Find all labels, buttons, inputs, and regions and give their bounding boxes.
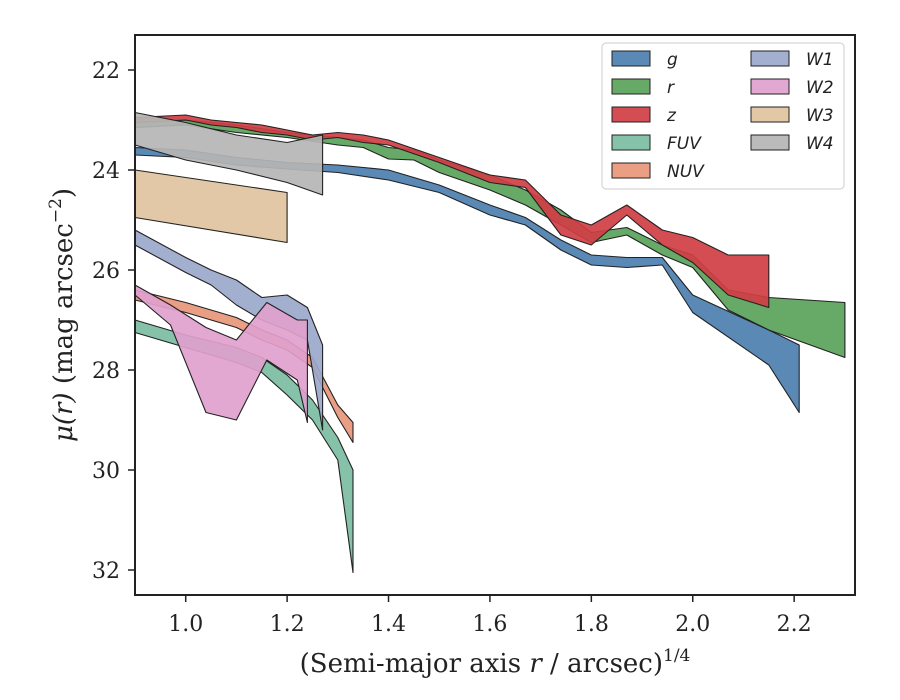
x-tick-label: 1.8 — [574, 612, 609, 637]
y-tick-label: 30 — [92, 459, 120, 484]
y-axis: 22 24 26 28 30 32 — [92, 59, 135, 584]
legend-label-z: z — [666, 106, 677, 126]
legend-swatch-z — [611, 106, 651, 123]
legend: grz FUV NUV W1 W2 W3 W4 — [601, 42, 845, 190]
band-w3 — [134, 169, 288, 244]
legend-swatch-w2 — [750, 78, 790, 95]
x-tick-label: 2.2 — [777, 612, 812, 637]
y-tick-label: 32 — [92, 559, 120, 584]
legend-swatch-g — [611, 50, 651, 67]
x-tick-label: 1.0 — [168, 612, 203, 637]
legend-label-fuv: FUV — [667, 134, 702, 154]
y-tick-label: 28 — [92, 359, 120, 384]
x-tick-label: 1.2 — [270, 612, 305, 637]
plot-frame — [134, 34, 856, 596]
legend-label-w3: W3 — [806, 106, 834, 126]
legend-swatch-w3 — [750, 106, 790, 123]
band-w1 — [134, 229, 324, 431]
legend-label-w4: W4 — [806, 134, 834, 154]
y-tick-label: 24 — [92, 159, 120, 184]
band-w2 — [134, 284, 308, 424]
legend-swatch-w4 — [750, 134, 790, 151]
legend-label-w2: W2 — [806, 78, 834, 98]
legend-swatch-w1 — [750, 50, 790, 67]
legend-label-nuv: NUV — [667, 162, 705, 182]
x-axis-label: (Semi-major axis r / arcsec)1/4 — [300, 646, 691, 679]
legend-swatch-nuv — [611, 162, 651, 179]
legend-swatch-fuv — [611, 134, 651, 151]
band-z — [134, 114, 770, 309]
y-tick-label: 22 — [92, 59, 120, 84]
x-axis: 1.0 1.2 1.4 1.6 1.8 2.0 2.2 — [168, 595, 812, 637]
x-tick-label: 2.0 — [675, 612, 710, 637]
y-tick-label: 26 — [92, 259, 120, 284]
x-tick-label: 1.4 — [371, 612, 406, 637]
legend-label-g: g — [667, 50, 678, 70]
y-axis-label: μ(r) (mag arcsec−2) — [46, 188, 79, 442]
legend-items: grz FUV NUV W1 W2 W3 W4 — [611, 50, 834, 182]
legend-swatch-r — [611, 78, 651, 95]
x-tick-label: 1.6 — [472, 612, 507, 637]
legend-label-w1: W1 — [806, 50, 834, 70]
legend-label-r: r — [667, 78, 675, 98]
band-g — [134, 146, 800, 414]
band-w4 — [134, 111, 324, 196]
